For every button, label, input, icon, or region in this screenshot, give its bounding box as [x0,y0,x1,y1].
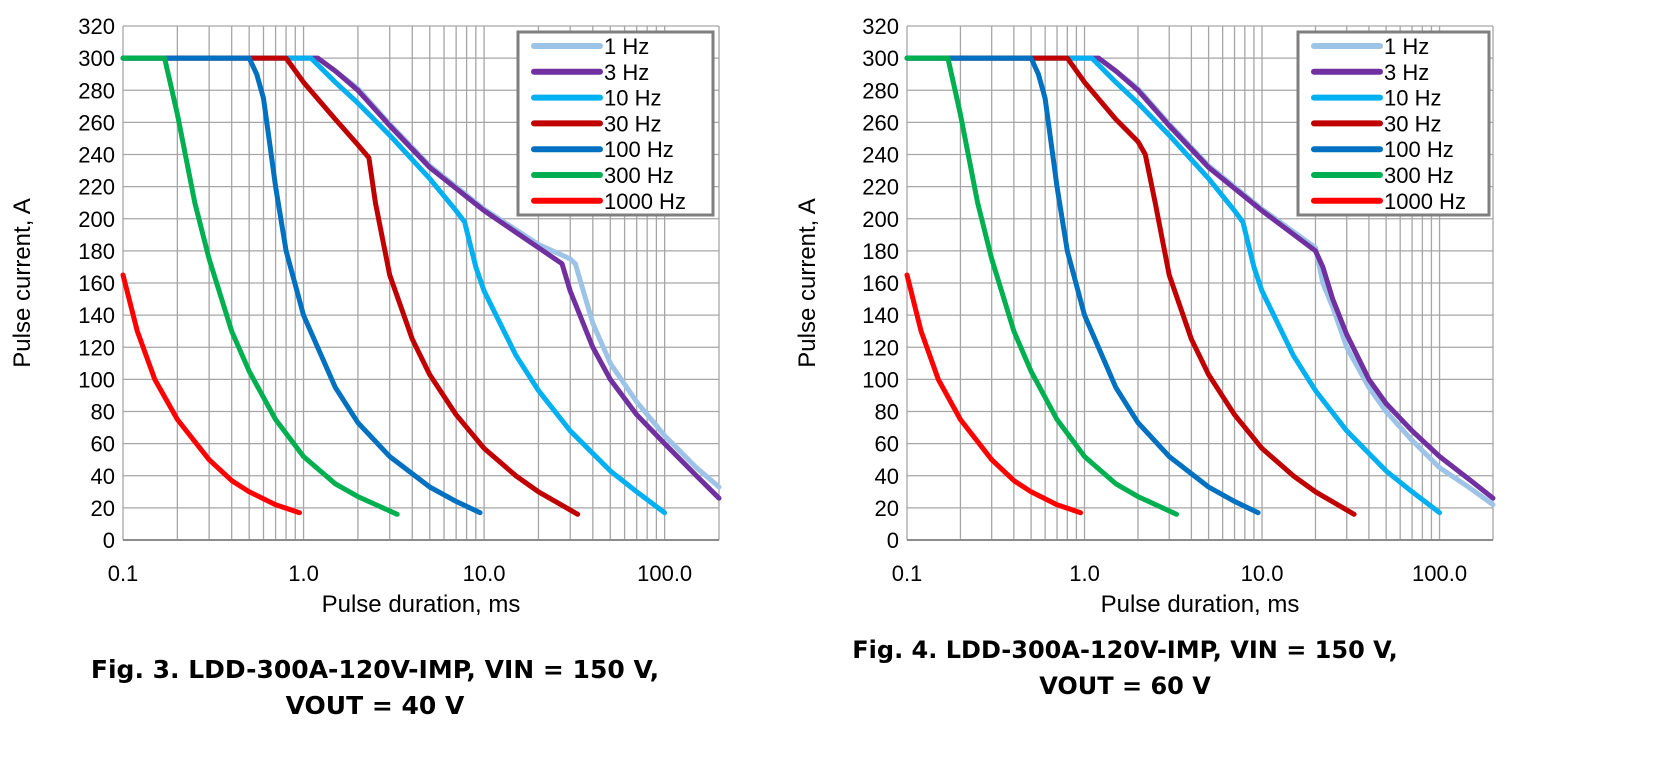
figure-4-caption: Fig. 4. LDD-300A-120V-IMP, VIN = 150 V, … [800,632,1450,704]
y-tick-label: 140 [78,303,115,328]
series-line-1000-hz [904,272,1084,516]
series-line-10-hz [120,55,668,516]
y-tick-label: 200 [78,207,115,232]
x-tick-label: 100.0 [1412,561,1467,586]
y-tick-label: 120 [78,335,115,360]
y-tick-label: 280 [862,78,899,103]
y-tick-label: 0 [103,528,115,553]
y-tick-label: 280 [78,78,115,103]
series-line-100-hz [904,55,1261,516]
legend-label: 3 Hz [604,60,649,85]
legend-item: 300 Hz [531,163,674,188]
legend-label: 300 Hz [1384,163,1454,188]
legend-label: 1000 Hz [604,189,686,214]
caption-line-2: VOUT = 60 V [1039,672,1211,700]
y-tick-label: 40 [91,464,115,489]
y-tick-label: 240 [862,143,899,168]
y-tick-label: 180 [78,239,115,264]
y-tick-label: 140 [862,303,899,328]
legend-label: 3 Hz [1384,60,1429,85]
x-axis-label: Pulse duration, ms [322,591,521,618]
y-tick-label: 40 [875,464,899,489]
y-axis-label: Pulse current, A [794,198,821,367]
series-line-300-hz [904,55,1180,517]
figure-3-caption: Fig. 3. LDD-300A-120V-IMP, VIN = 150 V, … [30,652,720,724]
y-tick-label: 220 [862,175,899,200]
series-line-100-hz [120,55,483,516]
y-tick-label: 120 [862,335,899,360]
series-line-30-hz [904,55,1357,517]
legend-label: 30 Hz [604,111,661,136]
y-tick-label: 100 [862,367,899,392]
legend-label: 1 Hz [1384,34,1429,59]
y-tick-label: 300 [862,46,899,71]
y-tick-label: 260 [862,110,899,135]
legend-item: 1 Hz [531,34,649,59]
caption-line-1: Fig. 3. LDD-300A-120V-IMP, VIN = 150 V, [90,655,660,684]
x-tick-label: 0.1 [892,561,923,586]
y-tick-label: 240 [78,143,115,168]
series-line-3-hz [904,55,1496,501]
series-lines [904,55,1496,517]
chart-2: 0 20 40 60 80 100 120 140 160 180 200 220 240 260 280 3… [794,14,1496,618]
y-tick-label: 80 [91,400,115,425]
legend-item: 10 Hz [531,86,661,111]
legend-item: 300 Hz [1311,163,1454,188]
series-line-300-hz [120,55,400,517]
x-tick-label: 1.0 [1069,561,1100,586]
x-tick-label: 10.0 [1241,561,1284,586]
legend-item: 3 Hz [1311,60,1429,85]
y-tick-label: 160 [78,271,115,296]
x-tick-label: 1.0 [288,561,319,586]
legend-item: 30 Hz [531,111,661,136]
caption-line-2: VOUT = 40 V [285,691,465,720]
y-tick-label: 20 [875,496,899,521]
legend-item: 3 Hz [531,60,649,85]
series-line-30-hz [120,55,581,517]
y-tick-label: 180 [862,239,899,264]
x-axis-label: Pulse duration, ms [1101,591,1300,618]
y-tick-label: 200 [862,207,899,232]
series-line-3-hz [120,55,722,501]
y-tick-label: 100 [78,367,115,392]
y-tick-label: 20 [91,496,115,521]
series-lines [120,55,722,517]
y-tick-label: 60 [91,432,115,457]
legend-item: 100 Hz [531,137,674,162]
y-tick-label: 160 [862,271,899,296]
y-axis-label: Pulse current, A [9,198,36,367]
y-tick-label: 300 [78,46,115,71]
y-tick-label: 80 [875,400,899,425]
legend-item: 1 Hz [1311,34,1429,59]
legend-label: 300 Hz [604,163,674,188]
series-line-10-hz [904,55,1443,516]
legend-item: 1000 Hz [1311,189,1466,214]
chart-1: 0 20 40 60 80 100 120 140 160 180 200 220 240 260 280 3… [9,14,722,618]
legend-item: 1000 Hz [531,189,686,214]
y-tick-label: 320 [78,14,115,39]
y-tick-label: 0 [887,528,899,553]
y-tick-label: 320 [862,14,899,39]
y-tick-label: 60 [875,432,899,457]
caption-line-1: Fig. 4. LDD-300A-120V-IMP, VIN = 150 V, [852,636,1398,664]
legend-label: 100 Hz [604,137,674,162]
legend-item: 10 Hz [1311,86,1441,111]
legend-label: 100 Hz [1384,137,1454,162]
legend-item: 30 Hz [1311,111,1441,136]
y-tick-label: 220 [78,175,115,200]
legend-label: 10 Hz [1384,86,1441,111]
x-tick-label: 100.0 [637,561,692,586]
legend-label: 30 Hz [1384,111,1441,136]
legend-label: 1 Hz [604,34,649,59]
y-tick-label: 260 [78,110,115,135]
legend-item: 100 Hz [1311,137,1454,162]
legend-label: 10 Hz [604,86,661,111]
x-tick-label: 10.0 [463,561,506,586]
x-tick-label: 0.1 [108,561,139,586]
series-line-1000-hz [120,272,302,516]
legend-label: 1000 Hz [1384,189,1466,214]
